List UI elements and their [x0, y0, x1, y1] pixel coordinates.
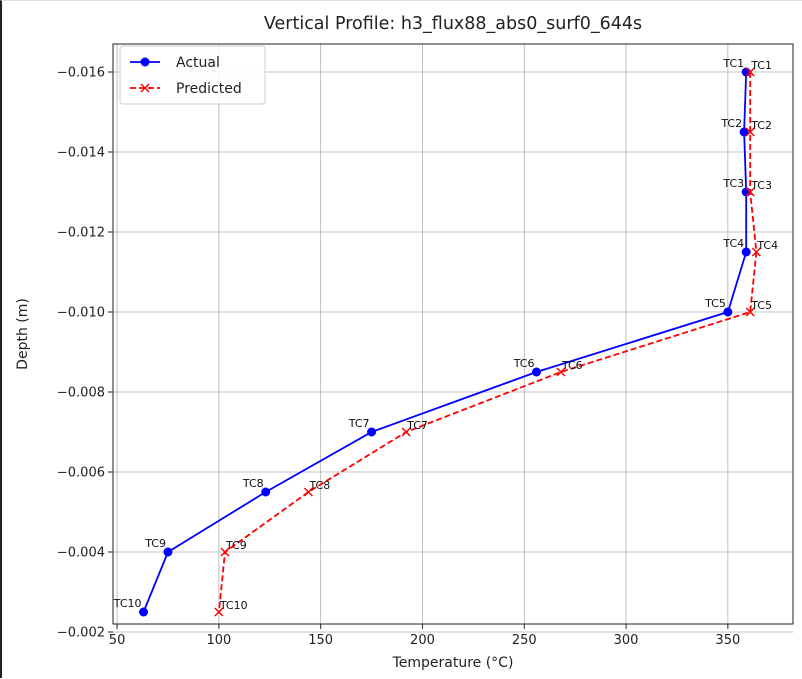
y-tick-label: −0.006	[57, 466, 105, 481]
data-point-predicted	[220, 547, 230, 557]
series-line-actual	[142, 71, 748, 613]
chart-title: Vertical Profile: h3_flux88_abs0_surf0_6…	[264, 14, 642, 34]
point-label-actual: TC6	[513, 357, 535, 370]
point-label-predicted: TC4	[756, 239, 778, 252]
point-label-predicted: TC7	[406, 419, 428, 432]
y-tick-label: −0.012	[57, 226, 105, 241]
axis-ticks: 50 100 150 200 250 300 350 −0.016 −0.014 −0.012 −0…	[57, 66, 740, 649]
point-label-actual: TC1	[722, 57, 744, 70]
data-point-actual	[741, 247, 751, 257]
data-point-actual	[163, 547, 173, 557]
legend-predicted-label: Predicted	[176, 81, 242, 97]
point-label-actual: TC2	[720, 117, 742, 130]
data-point-predicted	[745, 307, 755, 317]
data-point-predicted	[745, 67, 755, 77]
data-point-actual	[261, 487, 271, 497]
data-point-predicted	[303, 487, 313, 497]
grid-lines	[113, 44, 793, 633]
plot-area-border	[112, 43, 794, 625]
point-label-predicted: TC5	[750, 299, 772, 312]
x-tick-label: 350	[715, 633, 740, 648]
point-label-predicted: TC9	[225, 539, 247, 552]
point-label-actual: TC3	[722, 177, 744, 190]
legend-actual-marker	[140, 57, 150, 67]
point-label-predicted: TC10	[219, 599, 248, 612]
x-axis-label: Temperature (°C)	[392, 655, 514, 671]
y-tick-label: −0.004	[57, 546, 105, 561]
data-point-predicted	[751, 247, 761, 257]
legend-actual-label: Actual	[176, 55, 220, 71]
data-point-actual	[367, 427, 377, 437]
legend: Actual Predicted	[119, 45, 266, 105]
data-point-predicted	[401, 427, 411, 437]
point-label-predicted: TC8	[308, 479, 330, 492]
x-tick-label: 50	[109, 633, 126, 648]
y-tick-label: −0.008	[57, 386, 105, 401]
x-tick-label: 300	[614, 633, 639, 648]
point-label-actual: TC4	[722, 237, 744, 250]
x-tick-label: 100	[206, 633, 231, 648]
point-label-actual: TC8	[242, 477, 264, 490]
legend-predicted-marker	[140, 83, 150, 93]
data-point-actual	[739, 127, 749, 137]
y-axis-label: Depth (m)	[15, 298, 31, 370]
point-label-actual: TC9	[144, 537, 166, 550]
y-tick-label: −0.002	[57, 626, 105, 641]
y-tick-label: −0.014	[57, 146, 105, 161]
data-point-actual	[531, 367, 541, 377]
point-label-predicted: TC2	[750, 119, 772, 132]
data-point-actual	[723, 307, 733, 317]
data-point-actual	[139, 607, 149, 617]
data-point-predicted	[745, 127, 755, 137]
point-label-predicted: TC6	[561, 359, 583, 372]
legend-box	[119, 45, 266, 105]
series-line-predicted	[218, 72, 758, 613]
data-point-predicted	[214, 607, 224, 617]
point-label-actual: TC5	[704, 297, 726, 310]
y-tick-label: −0.010	[57, 306, 105, 321]
x-tick-label: 250	[512, 633, 537, 648]
point-label-predicted: TC1	[750, 59, 772, 72]
y-tick-label: −0.016	[57, 66, 105, 81]
x-tick-label: 150	[308, 633, 333, 648]
point-label-actual: TC7	[348, 417, 370, 430]
data-point-predicted	[556, 367, 566, 377]
x-tick-label: 200	[410, 633, 435, 648]
point-label-actual: TC10	[113, 597, 142, 610]
point-label-predicted: TC3	[750, 179, 772, 192]
series-layer: TC1 TC2 TC3 TC4 TC5 TC6 TC7 TC8 TC9 TC10 TC1 TC2 TC3…	[113, 57, 778, 617]
data-point-predicted	[745, 187, 755, 197]
